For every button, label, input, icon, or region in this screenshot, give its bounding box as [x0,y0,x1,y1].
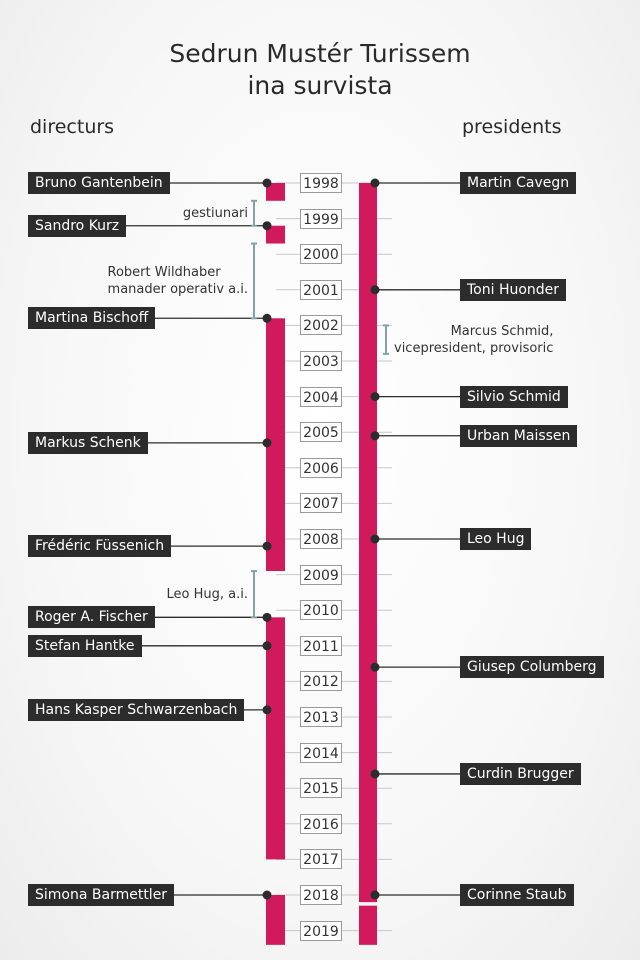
president-label: Curdin Brugger [460,762,581,785]
title-line-1: Sedrun Mustér Turissem [169,39,471,68]
year-label: 2015 [300,778,342,799]
director-dot [262,641,272,651]
director-label: Simona Barmettler [28,884,175,906]
year-label: 2003 [300,351,342,371]
president-name: Corinne Staub [467,887,567,903]
year-label: 2002 [300,315,342,336]
year-label: 2016 [300,813,342,834]
year-label: 1999 [300,208,342,229]
year-label: 2010 [300,600,342,621]
director-name: Hans Kasper Schwarzenbach [35,701,238,718]
president-name: Giusep Columberg [467,659,597,676]
president-tenure-bar [359,183,377,903]
director-name: Bruno Gantenbein [35,175,163,191]
year-label: 2009 [300,564,342,585]
president-label: Leo Hug [460,528,532,550]
year-label: 2006 [300,457,342,478]
director-name: Sandro Kurz [35,217,120,234]
interim-note: Marcus Schmid, vicepresident, provisoric [394,323,553,357]
director-label: Sandro Kurz [28,214,127,237]
year-label: 2014 [300,742,342,763]
year-label: 2017 [300,849,342,870]
director-dot [262,313,272,323]
director-name: Frédéric Füssenich [35,538,165,555]
director-label: Markus Schenk [28,431,148,454]
president-tenure-bar [359,905,377,945]
director-name: Markus Schenk [35,434,141,451]
interim-note: gestiunari [183,205,248,222]
president-dot [370,178,380,188]
president-label: Silvio Schmid [460,385,568,408]
director-dot [262,541,272,551]
director-name: Roger A. Fischer [35,609,148,626]
president-label: Giusep Columberg [460,656,604,679]
president-label: Corinne Staub [460,884,574,906]
director-label: Hans Kasper Schwarzenbach [28,698,245,721]
interim-note-line: Leo Hug, a.i. [166,586,248,602]
president-dot [370,431,380,441]
year-label: 2011 [300,635,342,656]
interim-note: Robert Wildhaber manader operativ a.i. [108,264,248,298]
president-label: Toni Huonder [460,278,567,301]
interim-note-line: gestiunari [182,205,248,221]
interim-note-line: Robert Wildhaber [107,264,221,280]
year-label: 2012 [300,671,342,692]
interim-note-line: Marcus Schmid, [450,323,554,339]
year-label: 2013 [300,707,342,727]
year-label: 2007 [300,493,342,514]
director-tenure-bar [266,617,285,860]
president-name: Leo Hug [467,531,525,547]
year-label: 2008 [300,529,342,549]
president-name: Urban Maissen [467,427,571,444]
director-name: Stefan Hantke [35,637,135,654]
page-title: Sedrun Mustér Turissem ina survista [0,38,640,102]
director-label: Frédéric Füssenich [28,535,172,558]
president-name: Toni Huonder [467,281,560,298]
president-dot [370,534,380,544]
director-dot [262,705,272,715]
director-dot [262,890,272,900]
interim-note: Leo Hug, a.i. [167,586,248,603]
president-dot [370,662,380,672]
president-name: Curdin Brugger [467,765,574,782]
director-tenure-bar [266,225,285,244]
president-dot [370,769,380,779]
interim-note-line: manader operativ a.i. [107,281,248,297]
year-label: 2000 [300,244,342,265]
president-name: Silvio Schmid [467,388,561,405]
year-label: 1998 [300,173,342,193]
director-name: Martina Bischoff [35,310,149,327]
director-tenure-bar [266,895,285,945]
director-dot [262,612,272,622]
year-label: 2018 [300,885,342,905]
director-name: Simona Barmettler [35,887,168,903]
director-label: Bruno Gantenbein [28,172,170,194]
year-label: 2019 [300,920,342,941]
president-dot [370,285,380,295]
director-label: Roger A. Fischer [28,606,155,629]
directors-heading: directurs [30,116,115,138]
year-label: 2001 [300,279,342,300]
president-label: Martin Cavegn [460,172,577,194]
year-label: 2004 [300,386,342,407]
president-dot [370,890,380,900]
interim-note-line: vicepresident, provisoric [394,340,554,356]
president-dot [370,392,380,402]
year-label: 2005 [300,422,342,443]
director-dot [262,221,272,231]
president-name: Martin Cavegn [467,175,570,191]
presidents-heading: presidents [462,116,562,138]
director-dot [262,178,272,188]
director-dot [262,438,272,448]
director-label: Stefan Hantke [28,634,142,657]
director-tenure-bar [266,183,285,201]
director-tenure-bar [266,318,285,572]
title-line-2: ina survista [247,71,393,100]
president-label: Urban Maissen [460,424,578,447]
director-label: Martina Bischoff [28,307,156,330]
